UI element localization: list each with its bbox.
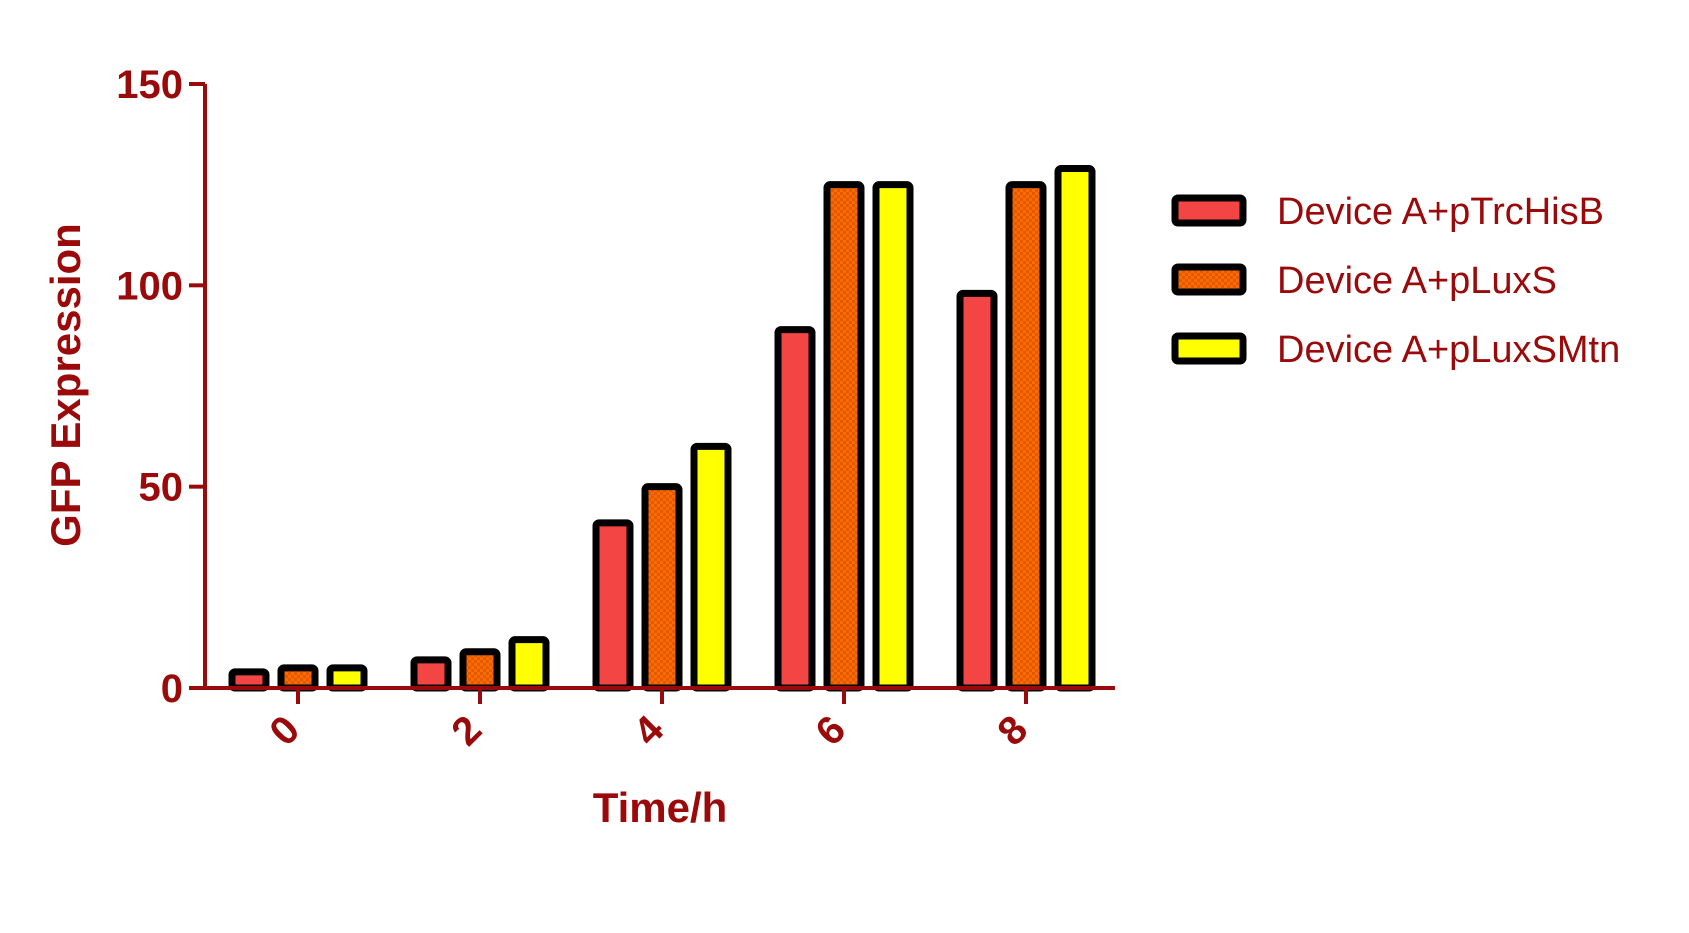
legend-swatch-3 (1171, 332, 1247, 365)
y-tick-label: 150 (116, 63, 183, 107)
bar-8-series-3 (1054, 165, 1096, 692)
x-tick-label: 6 (807, 707, 854, 754)
x-axis-title: Time/h (593, 784, 728, 831)
legend-label-3: Device A+pLuxSMtn (1277, 329, 1620, 371)
x-tick-label: 4 (625, 707, 672, 754)
bar-8-series-2 (1005, 181, 1047, 692)
bar-0-series-1 (228, 668, 270, 692)
y-tick-label: 0 (161, 667, 183, 711)
bar-6-series-3 (872, 181, 914, 692)
legend-swatch-2 (1171, 263, 1247, 296)
y-tick-label: 100 (116, 264, 183, 308)
legend-label-1: Device A+pTrcHisB (1277, 191, 1604, 233)
legend-swatch-1 (1171, 194, 1247, 227)
legend: Device A+pTrcHisB Device A+pLuxS Device A+… (1171, 191, 1620, 371)
x-tick-label: 2 (443, 707, 490, 754)
y-tick-label: 50 (139, 466, 184, 510)
bar-6-series-2 (823, 181, 865, 692)
bar-2-series-3 (508, 636, 550, 692)
axes (189, 82, 1115, 704)
bar-4-series-3 (690, 442, 732, 692)
bar-0-series-3 (326, 664, 368, 692)
bar-4-series-1 (592, 519, 634, 692)
x-tick-label: 0 (261, 707, 308, 754)
bar-4-series-2 (641, 483, 683, 692)
y-axis-title: GFP Expression (42, 223, 89, 547)
bars (228, 165, 1096, 692)
legend-label-2: Device A+pLuxS (1277, 260, 1557, 302)
bar-6-series-1 (774, 326, 816, 692)
x-tick-label: 8 (989, 707, 1036, 754)
bar-8-series-1 (956, 289, 998, 692)
bar-2-series-1 (410, 656, 452, 692)
bar-0-series-2 (277, 664, 319, 692)
bar-2-series-2 (459, 648, 501, 692)
